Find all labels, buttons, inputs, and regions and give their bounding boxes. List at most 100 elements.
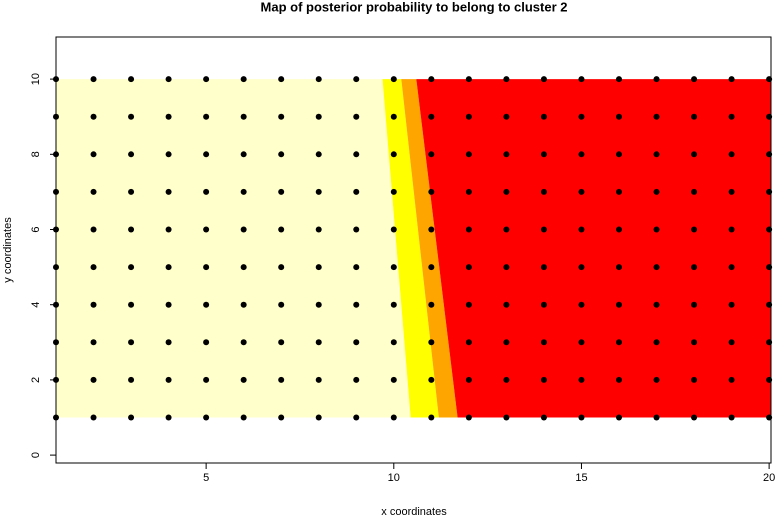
grid-point — [728, 76, 735, 83]
grid-point — [728, 113, 735, 120]
grid-point — [278, 376, 285, 383]
grid-point — [278, 339, 285, 346]
grid-point — [278, 301, 285, 308]
probability-band — [416, 79, 771, 418]
grid-point — [390, 339, 397, 346]
grid-point — [278, 226, 285, 233]
grid-point — [278, 188, 285, 195]
y-tick-label: 4 — [30, 302, 42, 308]
grid-point — [540, 339, 547, 346]
grid-point — [165, 301, 172, 308]
grid-point — [165, 151, 172, 158]
grid-point — [165, 113, 172, 120]
grid-point — [503, 339, 510, 346]
grid-point — [203, 264, 210, 271]
grid-point — [728, 226, 735, 233]
grid-point — [353, 226, 360, 233]
grid-point — [728, 414, 735, 421]
grid-point — [390, 76, 397, 83]
grid-point — [540, 188, 547, 195]
grid-point — [240, 151, 247, 158]
grid-point — [203, 414, 210, 421]
grid-point — [315, 76, 322, 83]
grid-point — [128, 151, 135, 158]
grid-point — [353, 264, 360, 271]
grid-point — [128, 376, 135, 383]
grid-point — [128, 301, 135, 308]
grid-point — [315, 414, 322, 421]
grid-point — [90, 414, 97, 421]
grid-point — [653, 264, 660, 271]
grid-point — [428, 376, 435, 383]
grid-point — [428, 414, 435, 421]
grid-point — [653, 76, 660, 83]
grid-point — [615, 151, 622, 158]
grid-point — [428, 301, 435, 308]
grid-point — [165, 376, 172, 383]
grid-point — [465, 113, 472, 120]
grid-point — [278, 76, 285, 83]
grid-point — [90, 264, 97, 271]
grid-point — [465, 226, 472, 233]
grid-point — [428, 226, 435, 233]
grid-point — [428, 76, 435, 83]
grid-point — [465, 264, 472, 271]
grid-point — [240, 76, 247, 83]
grid-point — [90, 376, 97, 383]
grid-point — [203, 151, 210, 158]
grid-point — [165, 339, 172, 346]
grid-point — [615, 376, 622, 383]
grid-point — [353, 339, 360, 346]
chart-title: Map of posterior probability to belong t… — [261, 0, 568, 14]
grid-point — [128, 339, 135, 346]
grid-point — [653, 301, 660, 308]
grid-point — [728, 301, 735, 308]
grid-point — [90, 301, 97, 308]
grid-point — [465, 376, 472, 383]
grid-point — [240, 414, 247, 421]
grid-point — [390, 151, 397, 158]
grid-point — [653, 113, 660, 120]
grid-point — [503, 113, 510, 120]
grid-point — [653, 339, 660, 346]
grid-point — [128, 113, 135, 120]
grid-point — [90, 113, 97, 120]
grid-point — [465, 188, 472, 195]
grid-point — [390, 414, 397, 421]
y-axis-label: y coordinates — [2, 217, 14, 283]
grid-point — [90, 76, 97, 83]
grid-point — [540, 376, 547, 383]
grid-point — [691, 301, 698, 308]
grid-point — [540, 226, 547, 233]
grid-point — [128, 264, 135, 271]
grid-point — [353, 376, 360, 383]
grid-point — [240, 188, 247, 195]
grid-point — [353, 414, 360, 421]
probability-band — [401, 79, 458, 418]
grid-point — [390, 113, 397, 120]
grid-point — [540, 264, 547, 271]
grid-point — [240, 339, 247, 346]
grid-point — [578, 113, 585, 120]
grid-point — [315, 301, 322, 308]
grid-point — [503, 151, 510, 158]
grid-point — [728, 188, 735, 195]
grid-point — [203, 113, 210, 120]
grid-point — [315, 376, 322, 383]
grid-point — [278, 414, 285, 421]
grid-point — [203, 301, 210, 308]
grid-point — [165, 76, 172, 83]
grid-point — [90, 151, 97, 158]
grid-point — [165, 188, 172, 195]
grid-point — [203, 226, 210, 233]
grid-point — [578, 188, 585, 195]
grid-point — [240, 226, 247, 233]
grid-point — [615, 301, 622, 308]
grid-point — [278, 264, 285, 271]
grid-point — [728, 376, 735, 383]
grid-point — [390, 301, 397, 308]
grid-point — [653, 414, 660, 421]
grid-point — [240, 264, 247, 271]
grid-point — [90, 226, 97, 233]
